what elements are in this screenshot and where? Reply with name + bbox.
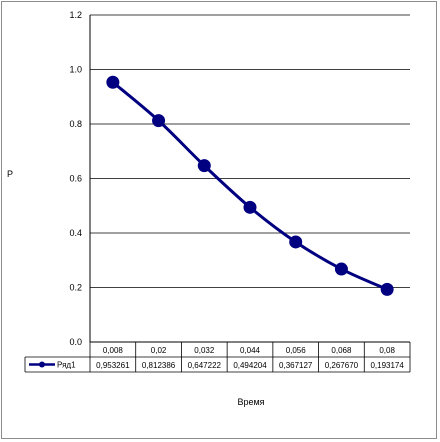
y-tick-label: 0.8 (69, 119, 82, 129)
y-tick-label: 1.0 (69, 65, 82, 75)
series-path (111, 81, 388, 291)
legend-label: Ряд1 (57, 361, 76, 370)
gridlines (90, 14, 410, 288)
x-tick-label: 0,044 (240, 346, 261, 355)
data-point (197, 159, 211, 173)
data-point (243, 200, 257, 214)
data-point (106, 75, 120, 89)
y-tick-label: 1.2 (69, 10, 82, 20)
data-label: 0,267670 (325, 361, 359, 370)
y-tick-labels: 0.0 0.2 0.4 0.6 0.8 1.0 1.2 (69, 10, 82, 347)
x-tick-label: 0,008 (103, 346, 124, 355)
data-label: 0,494204 (233, 361, 267, 370)
legend-key-marker (39, 361, 45, 368)
data-label: 0,367127 (279, 361, 313, 370)
y-axis-label: P (7, 169, 13, 179)
data-label: 0,953261 (96, 361, 130, 370)
series-line (111, 81, 388, 291)
y-tick-label: 0.2 (69, 283, 82, 293)
x-tick-label: 0,02 (151, 346, 167, 355)
data-point (152, 114, 166, 128)
x-tick-label: 0,068 (331, 346, 352, 355)
y-tick-label: 0.6 (69, 174, 82, 184)
x-tick-label: 0,032 (194, 346, 215, 355)
x-tick-label: 0,056 (286, 346, 307, 355)
y-tick-label: 0.0 (69, 337, 82, 347)
data-table: 0,008 0,02 0,032 0,044 0,056 0,068 0,08 0,95326… (24, 342, 411, 373)
data-label: 0,647222 (188, 361, 222, 370)
data-points (106, 75, 394, 296)
data-point (380, 282, 394, 296)
x-axis-label: Время (237, 397, 264, 407)
data-point (334, 262, 348, 276)
data-point (289, 235, 303, 249)
data-label: 0,193174 (370, 361, 404, 370)
data-label: 0,812386 (142, 361, 176, 370)
y-tick-label: 0.4 (69, 228, 82, 238)
axes (89, 15, 410, 343)
x-tick-label: 0,08 (379, 346, 395, 355)
